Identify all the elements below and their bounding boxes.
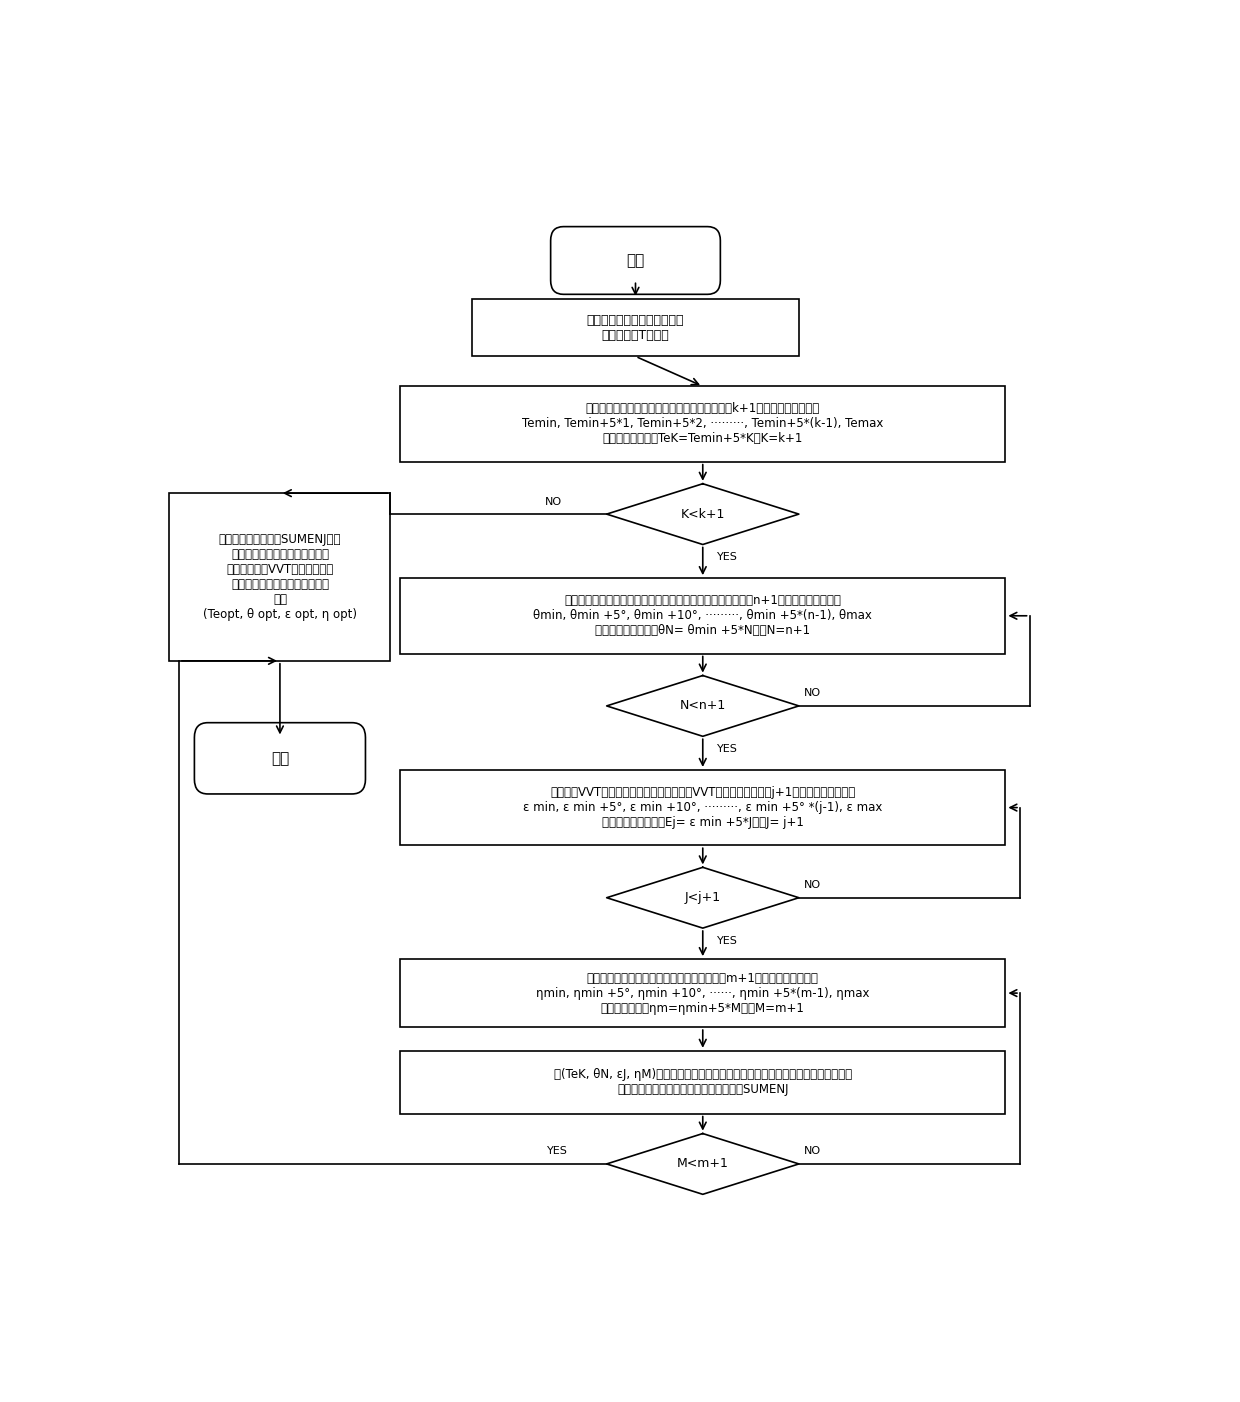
- FancyBboxPatch shape: [195, 722, 366, 794]
- Text: 设定节气门开度搜索步长，将发动机节气门目标开度范围建立n+1个第二可行性范围：
θmin, θmin +5°, θmin +10°, ·········, θm: 设定节气门开度搜索步长，将发动机节气门目标开度范围建立n+1个第二可行性范围： …: [533, 594, 872, 638]
- Text: K<k+1: K<k+1: [681, 508, 725, 520]
- Text: 设定点火角搜索步长，将目标点火角范围分为m+1个第四可行性范围：
ηmin, ηmin +5°, ηmin +10°, ······, ηmin +5*(m-1: 设定点火角搜索步长，将目标点火角范围分为m+1个第四可行性范围： ηmin, η…: [536, 972, 869, 1015]
- Text: 设定扭矩搜索步长，将发动机目标扭矩范围建立k+1个第一可行性范围：
Temin, Temin+5*1, Temin+5*2, ·········, Temin+: 设定扭矩搜索步长，将发动机目标扭矩范围建立k+1个第一可行性范围： Temin,…: [522, 402, 883, 446]
- FancyBboxPatch shape: [551, 227, 720, 294]
- Text: YES: YES: [717, 744, 738, 754]
- Bar: [170, 494, 391, 660]
- Bar: [401, 386, 1006, 461]
- Text: M<m+1: M<m+1: [677, 1158, 729, 1171]
- Bar: [472, 299, 799, 356]
- Text: YES: YES: [547, 1147, 568, 1157]
- Text: 整车控制器获取输入的发动机
总需求扭矩T总需求: 整车控制器获取输入的发动机 总需求扭矩T总需求: [587, 314, 684, 342]
- Text: 将(TeK, θN, εJ, ηM)组合输入到混合动力米勒发动机高斯模型，预测当前米勒循环发
动机瞬时油耗和瞬时污染物排放物的总和SUMENJ: 将(TeK, θN, εJ, ηM)组合输入到混合动力米勒发动机高斯模型，预测当…: [554, 1068, 852, 1096]
- Text: J<j+1: J<j+1: [684, 892, 720, 904]
- Bar: [401, 959, 1006, 1028]
- Text: 设定进气VVT角度搜索步长，将发动机进气VVT目标角度范围建立j+1个第三可行性范围：
ε min, ε min +5°, ε min +10°, ······: 设定进气VVT角度搜索步长，将发动机进气VVT目标角度范围建立j+1个第三可行性…: [523, 787, 883, 829]
- Text: NO: NO: [546, 496, 563, 506]
- Text: YES: YES: [717, 552, 738, 562]
- Bar: [401, 578, 1006, 653]
- Polygon shape: [606, 484, 799, 544]
- Text: NO: NO: [804, 1147, 821, 1157]
- Text: 计算所有排放量总和SUMENJ的最
小値，并将其对应的扭矩、节气
门开度、进气VVT角度和点火角
作为混动米勒发动机的控制目标
参数
(Teopt, θ opt: 计算所有排放量总和SUMENJ的最 小値，并将其对应的扭矩、节气 门开度、进气V…: [203, 533, 357, 621]
- Text: NO: NO: [804, 688, 821, 698]
- Polygon shape: [606, 1134, 799, 1195]
- Polygon shape: [606, 676, 799, 736]
- Text: 开始: 开始: [626, 252, 645, 268]
- Polygon shape: [606, 868, 799, 928]
- Text: NO: NO: [804, 880, 821, 890]
- Text: 结束: 结束: [270, 751, 289, 765]
- Bar: [401, 770, 1006, 845]
- Text: N<n+1: N<n+1: [680, 700, 725, 712]
- Text: YES: YES: [717, 935, 738, 946]
- Bar: [401, 1050, 1006, 1113]
